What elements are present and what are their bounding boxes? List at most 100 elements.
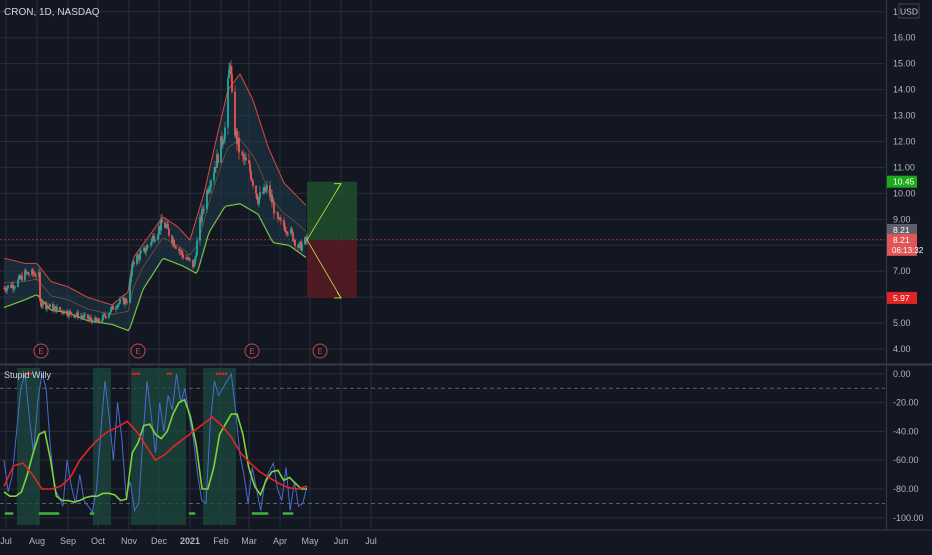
bollinger-upper-line [3,73,307,306]
candle-body [238,137,240,153]
candle-body [223,138,225,143]
candle-body [136,255,138,264]
candle-body [175,246,177,249]
candle-body [172,239,174,244]
candle-body [76,312,78,316]
candle-body [210,180,212,187]
candle-body [38,272,40,277]
price-tick-label: 14.00 [893,85,916,95]
candle-body [300,241,302,251]
candle-body [10,285,12,288]
candle-body [231,74,233,92]
candle-body [216,154,218,168]
candle-body [12,284,14,289]
candle-body [165,225,167,228]
candle-body [123,298,125,305]
candle-body [119,299,121,303]
candle-body [52,304,54,311]
earnings-marker[interactable] [312,343,328,359]
bollinger-fill [4,74,306,331]
earnings-marker[interactable] [244,343,260,359]
indicator-tick-label: -20.00 [893,398,919,408]
candle-body [109,312,111,314]
candle-body [271,195,273,203]
candle-body [193,263,195,268]
buy-signal-dot [259,512,263,515]
candle-body [185,258,187,259]
candle-body [164,222,166,228]
earnings-marker-label: E [135,347,140,356]
candle-body [199,217,201,241]
candle-body [145,249,147,253]
candle-body [124,299,126,305]
buy-signal-dot [40,512,44,515]
indicator-zone-band [131,368,186,525]
candle-body [144,247,146,253]
time-tick-label: Jun [334,536,349,546]
candle-body [61,310,63,313]
candle-body [33,273,35,275]
candle-body [287,233,289,235]
candle-body [304,237,306,245]
candle-body [11,284,13,288]
price-tick-label: 10.00 [893,188,916,198]
earnings-marker[interactable] [130,343,146,359]
buy-signal-dot [48,512,52,515]
earnings-marker-label: E [38,347,43,356]
candle-body [291,228,293,233]
candle-body [187,257,189,260]
candle-body [228,69,230,79]
candle-body [181,250,183,255]
candle-body [110,308,112,313]
candle-body [54,306,56,308]
time-tick-label: Dec [151,536,168,546]
candle-body [167,224,169,229]
candle-body [252,181,254,186]
candle-body [264,187,266,192]
candle-body [229,65,231,70]
candle-body [140,250,142,253]
prev-close-label: 8.21 [893,225,910,235]
candle-body [196,240,198,256]
loss-zone[interactable] [307,239,357,298]
candle-body [89,317,91,319]
candle-body [298,244,300,248]
candle-body [24,270,26,281]
candle-body [259,192,261,198]
buy-signal-dot [8,512,12,515]
candle-body [18,275,20,280]
stop-price-label: 5.97 [893,293,910,303]
candle-body [4,288,6,290]
buy-signal-dot [261,512,265,515]
currency-button[interactable] [898,3,920,19]
bollinger-basis-line [3,138,307,316]
candle-body [35,276,37,277]
candle-body [213,172,215,181]
candle-body [103,314,105,316]
willy-signal-slow-line [3,415,308,490]
buy-signal-dot [290,512,294,515]
candle-body [290,228,292,234]
candle-body [174,245,176,247]
candle-body [161,219,163,223]
candle-body [237,137,239,144]
candle-body [297,245,299,248]
candle-body [102,314,104,321]
candle-body [42,301,44,306]
candle-body [280,219,282,221]
candle-body [166,224,168,226]
candle-body [220,136,222,163]
candle-body [153,235,155,242]
candle-body [60,310,62,312]
sell-signal-dot [221,372,225,376]
candle-body [152,235,154,239]
candle-body [31,269,33,275]
profit-zone[interactable] [307,181,357,240]
buy-signal-dot [288,512,292,515]
stop-price-label-bg [887,291,917,304]
earnings-marker[interactable] [33,343,49,359]
time-tick-label: Feb [213,536,229,546]
buy-signal-dot [192,512,196,515]
time-tick-label: Sep [60,536,76,546]
price-tick-label: 12.00 [893,136,916,146]
